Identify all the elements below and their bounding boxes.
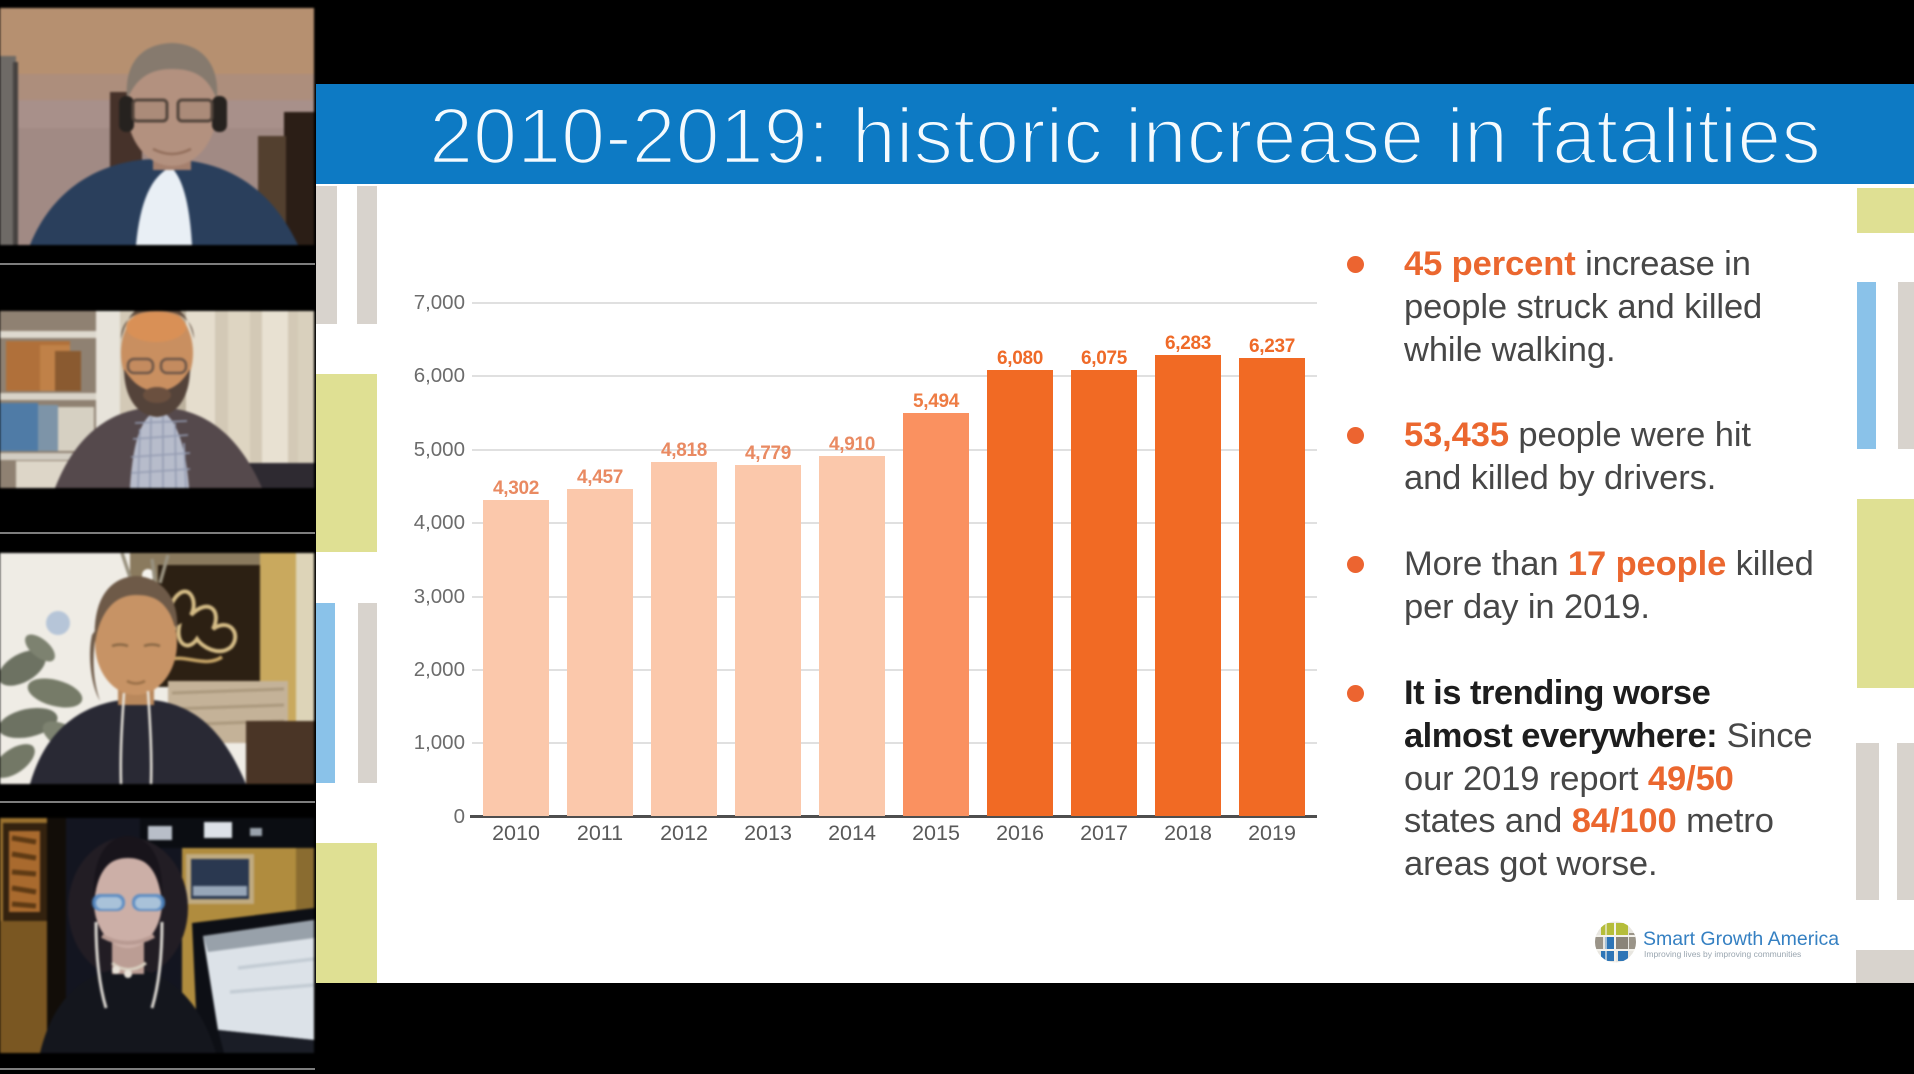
svg-text:Smart Growth America: Smart Growth America bbox=[1643, 928, 1839, 950]
svg-text:Improving lives by improving c: Improving lives by improving communities bbox=[1644, 949, 1801, 959]
